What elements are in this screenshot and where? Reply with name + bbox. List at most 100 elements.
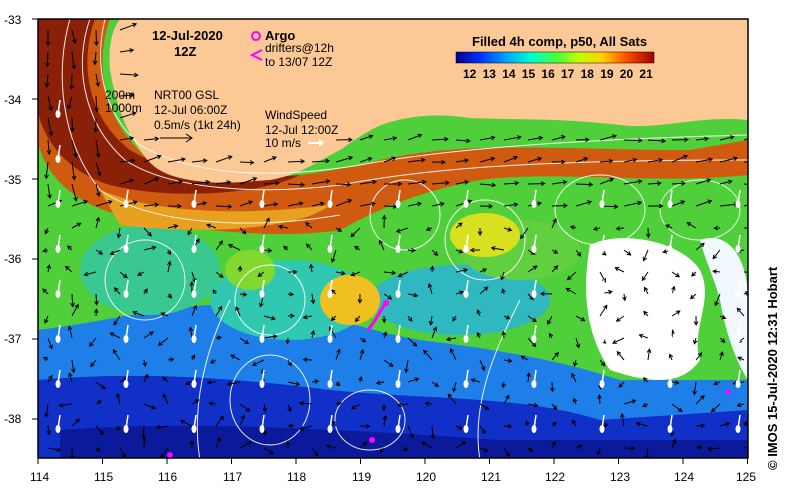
current-arrow-icon — [64, 265, 73, 273]
current-arrow-icon — [119, 111, 137, 119]
current-arrow-icon — [551, 135, 566, 141]
current-arrow-icon — [616, 350, 625, 361]
colorbar-title: Filled 4h comp, p50, All Sats — [472, 34, 647, 49]
current-arrow-icon — [743, 161, 748, 163]
current-arrow-icon — [596, 447, 602, 456]
current-arrow-icon — [330, 315, 337, 322]
wind-arrow-head-icon — [735, 335, 741, 343]
current-arrow-icon — [743, 227, 748, 229]
current-arrow-icon — [95, 73, 101, 88]
colorbar-tick-label: 21 — [639, 67, 653, 81]
map-date: 12-Jul-2020 — [152, 28, 223, 43]
wind-arrow-head-icon — [463, 425, 469, 433]
current-arrow-icon — [335, 137, 353, 143]
current-arrow-icon — [455, 138, 471, 144]
current-arrow-icon — [572, 397, 578, 405]
current-arrow-icon — [575, 444, 583, 450]
current-arrow-icon — [550, 381, 555, 393]
current-arrow-icon — [575, 182, 594, 187]
current-arrow-icon — [452, 381, 457, 393]
current-arrow-icon — [671, 438, 677, 449]
wind-arrow-head-icon — [191, 200, 197, 208]
current-arrow-icon — [470, 378, 481, 383]
current-arrow-icon — [671, 137, 689, 143]
current-arrow-icon — [350, 271, 361, 277]
lon-label: 118 — [287, 470, 306, 484]
current-arrow-icon — [46, 425, 52, 436]
current-arrow-icon — [623, 179, 643, 185]
current-arrow-icon — [431, 180, 450, 186]
current-arrow-icon — [407, 201, 423, 207]
map-hour: 12Z — [174, 44, 196, 59]
current-arrow-icon — [335, 155, 354, 163]
current-arrow-icon — [113, 315, 121, 326]
current-arrow-icon — [526, 372, 531, 383]
current-arrow-icon — [95, 400, 103, 405]
current-arrow-icon — [407, 425, 414, 439]
current-arrow-icon — [503, 394, 510, 405]
current-arrow-icon — [395, 227, 409, 233]
current-arrow-icon — [351, 403, 361, 410]
current-arrow-icon — [44, 403, 49, 418]
current-arrow-icon — [305, 243, 313, 251]
current-arrow-icon — [551, 265, 559, 273]
current-arrow-icon — [719, 314, 727, 320]
current-arrow-icon — [455, 425, 464, 430]
current-arrow-icon — [93, 117, 99, 134]
current-arrow-icon — [285, 337, 291, 345]
current-arrow-icon — [113, 287, 121, 295]
current-arrow-icon — [239, 403, 251, 412]
wind-arrow-head-icon — [191, 335, 197, 343]
current-arrow-icon — [620, 412, 625, 427]
current-arrow-icon — [479, 403, 490, 410]
current-arrow-icon — [47, 117, 54, 137]
wind-arrow-head-icon — [259, 200, 265, 208]
current-arrow-icon — [500, 271, 505, 281]
current-arrow-icon — [71, 418, 80, 427]
current-arrow-icon — [95, 139, 101, 159]
current-arrow-icon — [143, 245, 157, 251]
current-arrow-icon — [189, 439, 195, 449]
current-arrow-icon — [359, 423, 371, 429]
current-arrow-icon — [623, 249, 632, 256]
current-arrow-icon — [383, 181, 403, 187]
wind-arrow-head-icon — [531, 200, 537, 208]
current-arrow-icon — [70, 359, 76, 374]
current-arrow-icon — [298, 400, 313, 406]
colorbar-tick-label: 19 — [600, 67, 614, 81]
current-arrow-icon — [227, 244, 241, 251]
current-arrow-icon — [283, 245, 289, 251]
current-arrow-icon — [71, 29, 77, 45]
current-arrow-icon — [287, 182, 306, 188]
current-arrow-icon — [527, 447, 534, 453]
current-arrow-icon — [95, 161, 102, 177]
current-arrow-icon — [167, 357, 175, 362]
current-arrow-icon — [503, 227, 513, 232]
colorbar: Filled 4h comp, p50, All Sats 12 13 14 15 16… — [455, 34, 655, 81]
current-arrow-icon — [95, 249, 104, 255]
wind-arrow-head-icon — [395, 200, 401, 208]
current-arrow-icon — [116, 425, 121, 432]
current-arrow-icon — [551, 440, 556, 449]
drifter-symbol-icon — [249, 49, 263, 61]
current-arrow-icon — [404, 359, 409, 374]
current-arrow-icon — [143, 331, 154, 339]
wind-arrow-head-icon — [463, 200, 469, 208]
current-arrow-icon — [527, 181, 546, 187]
current-arrow-icon — [575, 200, 593, 207]
current-arrow-icon — [599, 359, 606, 367]
current-arrow-icon — [710, 403, 721, 413]
current-arrow-icon — [547, 315, 553, 325]
wind-arrow-head-icon — [667, 245, 673, 253]
current-arrow-icon — [119, 72, 139, 78]
current-arrow-icon — [479, 447, 489, 453]
current-arrow-icon — [383, 293, 393, 300]
current-arrow-icon — [143, 227, 152, 237]
current-arrow-icon — [525, 420, 530, 427]
current-legend: 200m 1000m NRT00 GSL 12-Jul 06:00Z 0.5m/… — [105, 88, 241, 143]
current-arrow-icon — [263, 334, 278, 339]
current-arrow-icon — [381, 315, 387, 324]
current-arrow-icon — [692, 381, 698, 396]
current-arrow-icon — [575, 249, 582, 257]
sea-surface-temperature-field — [38, 19, 748, 458]
